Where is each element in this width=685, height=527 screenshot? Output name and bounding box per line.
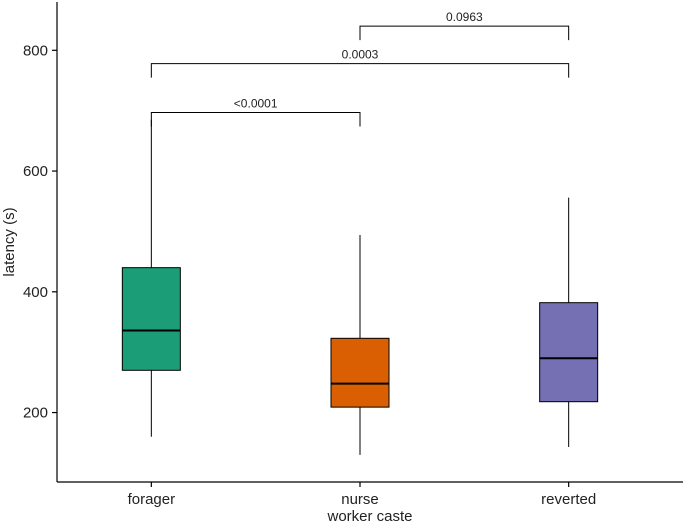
- box-body: [330, 337, 390, 408]
- y-tick-label: 200: [23, 405, 48, 422]
- bracket-line: [150, 111, 361, 127]
- x-axis-title: worker caste: [326, 508, 412, 525]
- x-axis-ticks: forager nurse reverted: [128, 482, 596, 508]
- bracket-line: [359, 25, 570, 41]
- y-tick-label: 400: [23, 284, 48, 301]
- box-reverted: [539, 197, 599, 447]
- y-tick-label: 600: [23, 163, 48, 180]
- comparison-bracket: <0.0001: [150, 96, 361, 127]
- y-tick-label: 800: [23, 42, 48, 59]
- x-tick-label: reverted: [541, 491, 596, 508]
- bracket-line: [150, 63, 570, 78]
- y-axis-ticks: 200 400 600 800: [23, 42, 57, 422]
- p-value-label: 0.0963: [446, 10, 483, 24]
- x-tick-label: forager: [128, 491, 176, 508]
- p-value-label: 0.0003: [342, 48, 379, 62]
- box-body: [539, 302, 599, 403]
- y-axis-title: latency (s): [1, 207, 18, 276]
- box-nurse: [330, 235, 390, 455]
- box-body: [121, 267, 181, 371]
- x-tick-label: nurse: [341, 491, 379, 508]
- p-value-label: <0.0001: [234, 96, 278, 110]
- plot-marks: 0.0963 0.0003 <0.0001: [121, 10, 599, 455]
- comparison-bracket: 0.0963: [359, 10, 570, 41]
- comparison-bracket: 0.0003: [150, 48, 570, 78]
- box-forager: [121, 119, 181, 437]
